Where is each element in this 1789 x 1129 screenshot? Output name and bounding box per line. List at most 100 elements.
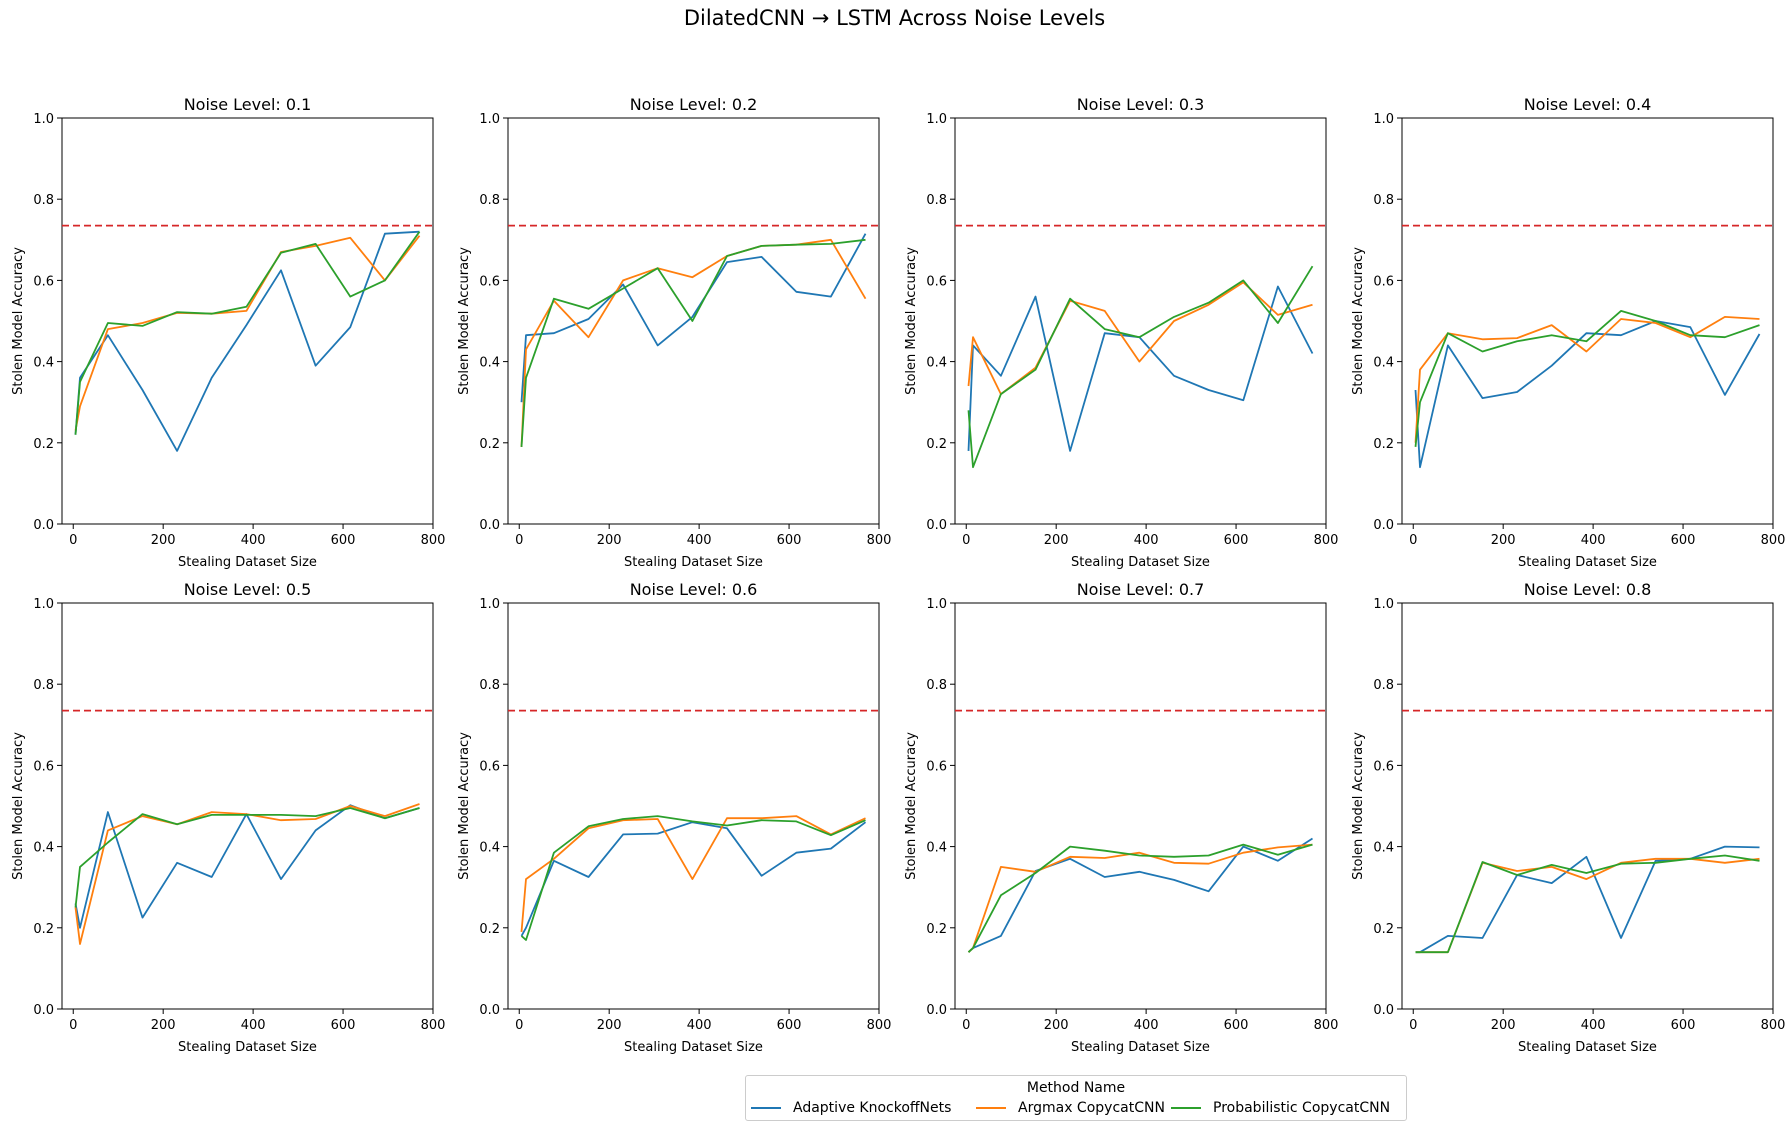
y-axis-label: Stolen Model Accuracy — [1351, 732, 1366, 880]
axes-frame — [507, 117, 880, 525]
subplot-title: Noise Level: 0.7 — [1077, 580, 1205, 599]
x-tick-label: 0 — [1409, 533, 1417, 548]
axes-frame — [954, 602, 1327, 1010]
y-tick-label: 0.0 — [1373, 518, 1394, 533]
y-tick-label: 0.2 — [926, 922, 947, 937]
y-tick-label: 1.0 — [926, 112, 947, 127]
y-tick-label: 1.0 — [479, 597, 500, 612]
legend-swatch-adaptive-knockoffnets — [751, 1107, 781, 1109]
series-line-argmax-copycatcnn — [74, 803, 420, 945]
legend-item-probabilistic-copycatcnn: Probabilistic CopycatCNN — [1171, 1100, 1390, 1116]
subplot-2: 0.0 0.2 0.4 0.6 0.8 1.0 0 200 400 600 800 Noise Lev… — [457, 95, 891, 570]
x-tick-label: 800 — [421, 1018, 446, 1033]
y-tick-label: 0.4 — [1373, 841, 1394, 856]
y-tick-label: 0.2 — [479, 922, 500, 937]
series-line-probabilistic-copycatcnn — [1414, 309, 1760, 447]
y-tick-label: 0.8 — [1373, 193, 1394, 208]
subplot-title: Noise Level: 0.8 — [1524, 580, 1652, 599]
legend: Method Name Adaptive KnockoffNets Argmax… — [745, 1075, 1407, 1121]
legend-title: Method Name — [1026, 1080, 1126, 1096]
x-tick-label: 600 — [1224, 533, 1249, 548]
series-line-adaptive-knockoffnets — [1415, 845, 1760, 954]
series-line-probabilistic-copycatcnn — [967, 843, 1313, 953]
legend-label-adaptive-knockoffnets: Adaptive KnockoffNets — [793, 1100, 952, 1116]
y-axis-label: Stolen Model Accuracy — [457, 247, 472, 395]
y-tick-label: 0.8 — [1373, 678, 1394, 693]
x-tick-label: 200 — [597, 533, 622, 548]
y-tick-label: 1.0 — [33, 112, 54, 127]
y-tick-label: 0.2 — [1373, 922, 1394, 937]
y-axis-label: Stolen Model Accuracy — [11, 732, 26, 880]
series-line-argmax-copycatcnn — [967, 843, 1313, 953]
series-line-probabilistic-copycatcnn — [74, 807, 420, 908]
x-tick-label: 600 — [1671, 533, 1696, 548]
subplot-title: Noise Level: 0.3 — [1077, 95, 1205, 114]
legend-label-probabilistic-copycatcnn: Probabilistic CopycatCNN — [1213, 1100, 1391, 1116]
y-tick-label: 0.6 — [1373, 759, 1394, 774]
x-tick-label: 0 — [69, 1018, 77, 1033]
y-tick-label: 0.2 — [33, 437, 54, 452]
legend-swatch-probabilistic-copycatcnn — [1171, 1107, 1201, 1109]
y-tick-label: 1.0 — [1373, 597, 1394, 612]
x-tick-label: 200 — [1044, 533, 1069, 548]
subplot-title: Noise Level: 0.5 — [184, 580, 312, 599]
y-tick-label: 0.6 — [479, 274, 500, 289]
x-tick-label: 400 — [687, 1018, 712, 1033]
subplot-1: 0.0 0.2 0.4 0.6 0.8 1.0 0 200 400 600 800 Noise Lev… — [11, 95, 445, 570]
x-tick-label: 600 — [1224, 1018, 1249, 1033]
axes-frame — [61, 602, 434, 1010]
subplot-3: 0.0 0.2 0.4 0.6 0.8 1.0 0 200 400 600 800 Noise Lev… — [904, 95, 1338, 570]
y-axis-label: Stolen Model Accuracy — [1351, 247, 1366, 395]
y-axis-label: Stolen Model Accuracy — [11, 247, 26, 395]
y-tick-label: 0.4 — [479, 841, 500, 856]
x-tick-label: 800 — [867, 533, 892, 548]
x-tick-label: 800 — [421, 533, 446, 548]
y-tick-label: 0.0 — [1373, 1003, 1394, 1018]
x-tick-label: 200 — [1491, 533, 1516, 548]
subplot-title: Noise Level: 0.2 — [630, 95, 758, 114]
x-tick-label: 200 — [1491, 1018, 1516, 1033]
subplot-6: 0.0 0.2 0.4 0.6 0.8 1.0 0 200 400 600 800 Noise Lev… — [457, 580, 891, 1055]
x-tick-label: 200 — [151, 1018, 176, 1033]
axes-frame — [61, 117, 434, 525]
x-tick-label: 600 — [777, 533, 802, 548]
y-tick-label: 0.8 — [33, 193, 54, 208]
x-tick-label: 400 — [1134, 1018, 1159, 1033]
series-line-adaptive-knockoffnets — [520, 821, 867, 937]
series-line-adaptive-knockoffnets — [1414, 320, 1761, 469]
subplot-4: 0.0 0.2 0.4 0.6 0.8 1.0 0 200 400 600 800 Noise Lev… — [1351, 95, 1785, 570]
legend-label-argmax-copycatcnn: Argmax CopycatCNN — [1018, 1100, 1165, 1116]
x-axis-label: Stealing Dataset Size — [1071, 555, 1210, 570]
y-tick-label: 0.6 — [1373, 274, 1394, 289]
x-tick-label: 400 — [241, 1018, 266, 1033]
y-tick-label: 0.6 — [33, 759, 54, 774]
subplot-title: Noise Level: 0.1 — [184, 95, 312, 114]
subplot-title: Noise Level: 0.4 — [1524, 95, 1652, 114]
axes-frame — [1401, 117, 1774, 525]
x-tick-label: 0 — [962, 533, 970, 548]
x-tick-label: 0 — [1409, 1018, 1417, 1033]
legend-swatch-argmax-copycatcnn — [976, 1107, 1006, 1109]
y-tick-label: 0.8 — [33, 678, 54, 693]
x-tick-label: 400 — [1581, 533, 1606, 548]
series-line-argmax-copycatcnn — [520, 238, 867, 447]
subplot-title: Noise Level: 0.6 — [630, 580, 758, 599]
series-line-adaptive-knockoffnets — [74, 804, 420, 929]
legend-item-argmax-copycatcnn: Argmax CopycatCNN — [976, 1100, 1165, 1116]
x-tick-label: 200 — [1044, 1018, 1069, 1033]
x-tick-label: 400 — [687, 533, 712, 548]
y-tick-label: 0.4 — [33, 356, 54, 371]
x-tick-label: 600 — [777, 1018, 802, 1033]
y-tick-label: 0.8 — [926, 678, 947, 693]
series-line-argmax-copycatcnn — [520, 815, 866, 932]
y-tick-label: 0.2 — [926, 437, 947, 452]
x-axis-label: Stealing Dataset Size — [624, 1040, 763, 1055]
x-axis-label: Stealing Dataset Size — [178, 555, 317, 570]
subplot-8: 0.0 0.2 0.4 0.6 0.8 1.0 0 200 400 600 800 Noise Lev… — [1351, 580, 1785, 1055]
x-tick-label: 0 — [69, 533, 77, 548]
x-tick-label: 800 — [1761, 533, 1786, 548]
x-tick-label: 200 — [151, 533, 176, 548]
x-tick-label: 600 — [1671, 1018, 1696, 1033]
x-axis-label: Stealing Dataset Size — [1518, 1040, 1657, 1055]
